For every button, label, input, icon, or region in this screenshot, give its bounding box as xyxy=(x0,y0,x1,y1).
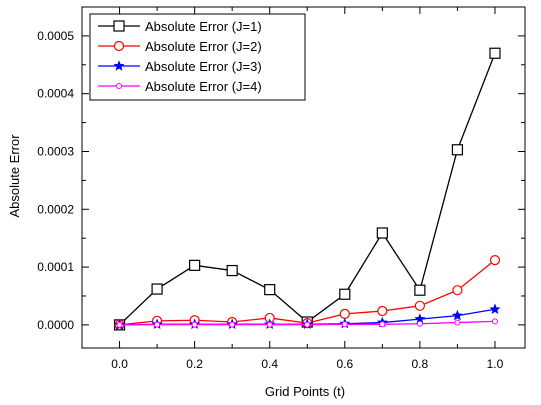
plot-area-border xyxy=(81,6,526,349)
data-point-square xyxy=(264,284,276,296)
x-axis-label: Grid Points (t) xyxy=(265,384,345,399)
data-point-small-circle xyxy=(416,320,423,327)
data-point-star xyxy=(489,303,501,314)
y-tick-label: 0.0000 xyxy=(37,318,74,332)
data-point-small-circle xyxy=(454,319,461,326)
x-tick-label: 0.0 xyxy=(111,357,128,371)
y-tick-label: 0.0001 xyxy=(37,260,74,274)
data-point-circle xyxy=(339,308,350,319)
data-point-circle xyxy=(113,40,125,52)
legend-item: Absolute Error (J=3) xyxy=(98,59,262,74)
legend-label: Absolute Error (J=2) xyxy=(145,39,262,54)
data-point-square xyxy=(113,20,125,32)
legend-label: Absolute Error (J=3) xyxy=(145,59,262,74)
data-point-square xyxy=(339,288,351,300)
x-tick-label: 0.4 xyxy=(261,357,278,371)
data-point-small-circle xyxy=(154,321,161,328)
series-4 xyxy=(116,318,498,328)
series-line xyxy=(119,259,496,326)
data-point-small-circle xyxy=(341,321,348,328)
x-tick-label: 1.0 xyxy=(487,357,504,371)
x-tick-label: 0.6 xyxy=(336,357,353,371)
data-point-star xyxy=(451,309,463,321)
y-tick-label: 0.0003 xyxy=(37,144,74,158)
data-point-square xyxy=(489,47,501,59)
series-2 xyxy=(114,255,501,330)
data-point-star xyxy=(113,60,125,71)
data-point-small-circle xyxy=(116,83,122,89)
data-point-square xyxy=(451,144,464,156)
data-point-small-circle xyxy=(116,321,123,328)
legend-label: Absolute Error (J=1) xyxy=(145,19,262,34)
data-point-square xyxy=(189,259,201,271)
data-point-small-circle xyxy=(266,321,273,328)
data-point-circle xyxy=(452,285,463,296)
legend-item: Absolute Error (J=1) xyxy=(98,19,262,34)
data-point-circle xyxy=(489,255,501,266)
data-point-small-circle xyxy=(379,321,386,328)
y-axis-label: Absolute Error xyxy=(7,134,22,218)
y-tick-label: 0.0005 xyxy=(37,29,74,43)
data-point-square xyxy=(151,283,163,295)
data-point-circle xyxy=(377,305,388,317)
series-layer xyxy=(113,47,501,331)
tick-labels: 0.0 0.2 0.4 0.6 0.8 1.0 0.0000 0.0001 0.0002 0.00… xyxy=(37,29,503,371)
data-point-square xyxy=(414,284,426,296)
data-point-square xyxy=(226,264,238,277)
data-point-small-circle xyxy=(491,318,498,325)
legend-item: Absolute Error (J=2) xyxy=(98,39,262,54)
axes-frame xyxy=(81,6,526,349)
legend: Absolute Error (J=1) Absolute Error (J=2)… xyxy=(89,13,306,101)
data-point-square xyxy=(376,227,388,239)
legend-label: Absolute Error (J=4) xyxy=(145,79,262,94)
data-point-small-circle xyxy=(304,321,311,328)
y-tick-label: 0.0004 xyxy=(37,87,74,101)
x-tick-label: 0.8 xyxy=(412,357,429,371)
tick-marks xyxy=(81,6,525,348)
data-point-small-circle xyxy=(229,321,236,328)
data-point-small-circle xyxy=(191,321,198,328)
x-tick-label: 0.2 xyxy=(186,357,203,371)
legend-item: Absolute Error (J=4) xyxy=(98,79,262,94)
y-tick-label: 0.0002 xyxy=(37,202,74,216)
data-point-circle xyxy=(414,300,425,311)
